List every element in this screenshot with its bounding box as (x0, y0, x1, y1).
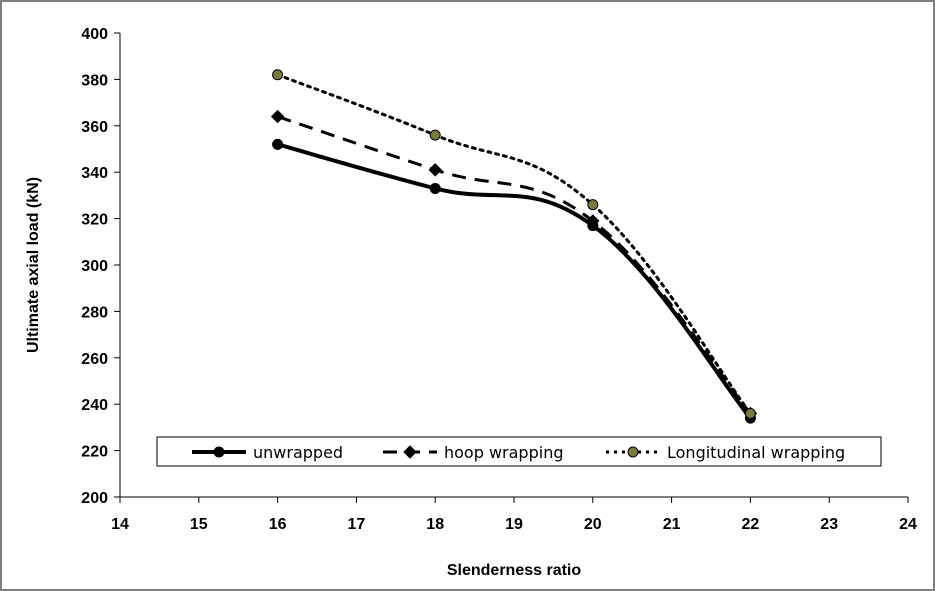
data-point (272, 138, 284, 150)
data-point (270, 109, 285, 124)
y-tick-label: 240 (81, 397, 108, 414)
series-2 (272, 69, 756, 419)
data-point (272, 69, 284, 81)
y-tick-label: 220 (81, 444, 108, 461)
data-point (428, 163, 442, 177)
x-tick-label: 17 (348, 516, 366, 533)
legend-item: Longitudinal wrapping (606, 443, 845, 462)
x-tick-label: 22 (742, 516, 760, 533)
x-axis-title: Slenderness ratio (447, 562, 582, 579)
x-tick-label: 15 (190, 516, 208, 533)
legend-item: unwrapped (192, 443, 343, 462)
data-point (744, 407, 756, 419)
series-line (277, 115, 752, 415)
y-tick-label: 320 (81, 212, 108, 229)
y-tick-label: 260 (81, 351, 108, 368)
y-tick-label: 360 (81, 119, 108, 136)
legend: unwrapped hoop wrapping Longitudinal wrapp… (156, 436, 882, 467)
series-1 (270, 109, 758, 421)
data-point (429, 129, 441, 141)
y-tick-label: 300 (81, 258, 108, 275)
x-tick-label: 21 (663, 516, 681, 533)
y-tick-label: 340 (81, 165, 108, 182)
x-tick-label: 23 (820, 516, 838, 533)
data-point (586, 214, 600, 228)
legend-marker (213, 446, 225, 458)
legend-item: hoop wrapping (383, 443, 563, 462)
y-tick-label: 280 (81, 304, 108, 321)
series-0 (272, 138, 756, 424)
data-point (587, 199, 599, 211)
legend-label: hoop wrapping (444, 443, 563, 462)
series-line (277, 142, 752, 420)
y-tick-label: 400 (81, 26, 108, 43)
legend-marker (627, 446, 639, 458)
x-tick-label: 16 (269, 516, 287, 533)
legend-marker (403, 445, 417, 459)
y-tick-label: 380 (81, 72, 108, 89)
axes: 200 220 240 260 280 300 320 340 360 380 400 14 15 16 1… (81, 26, 917, 533)
legend-label: unwrapped (253, 443, 343, 462)
x-tick-label: 24 (899, 516, 917, 533)
series-line (276, 73, 752, 415)
x-tick-label: 20 (584, 516, 602, 533)
x-tick-label: 14 (111, 516, 129, 533)
data-point (429, 182, 441, 194)
x-tick-label: 18 (426, 516, 444, 533)
legend-label: Longitudinal wrapping (667, 443, 845, 462)
legend-box (156, 436, 882, 467)
y-tick-label: 200 (81, 490, 108, 507)
y-axis-title: Ultimate axial load (kN) (25, 177, 42, 353)
x-tick-label: 19 (505, 516, 523, 533)
series-layer (270, 69, 758, 424)
